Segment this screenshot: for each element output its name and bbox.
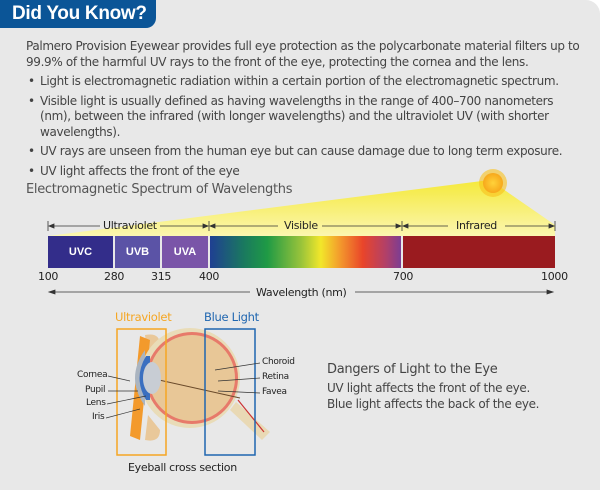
- sun-icon: [479, 169, 507, 197]
- eye-part-label: Cornea: [77, 370, 108, 380]
- segment-uva: UVA: [162, 236, 208, 268]
- label-leaders: [105, 362, 261, 419]
- spectrum-title: Electromagnetic Spectrum of Wavelengths: [26, 182, 293, 197]
- ultraviolet-label: Ultraviolet: [115, 310, 172, 324]
- tick-label: 1000: [541, 270, 568, 283]
- bullet-item: Visible light is usually defined as havi…: [26, 94, 586, 141]
- blue-light-box: [204, 328, 256, 456]
- dangers-line: UV light affects the front of the eye.: [327, 381, 530, 395]
- segment-uvc: UVC: [48, 236, 113, 268]
- segment-uvb: UVB: [115, 236, 160, 268]
- tick-label: 700: [393, 270, 414, 283]
- segment-visible: [210, 236, 401, 268]
- range-ultraviolet: Ultraviolet: [103, 219, 157, 232]
- header-title: Did You Know?: [0, 0, 156, 28]
- eye-caption: Eyeball cross section: [128, 461, 237, 474]
- eye-illustration: [130, 328, 270, 441]
- bullet-item: UV rays are unseen from the human eye bu…: [26, 144, 586, 160]
- tick-label: 280: [104, 270, 125, 283]
- eye-part-label: Pupil: [85, 385, 106, 395]
- blue-light-label: Blue Light: [204, 310, 259, 324]
- intro-text: Palmero Provision Eyewear provides full …: [26, 39, 580, 69]
- dangers-line: Blue light affects the back of the eye.: [327, 396, 540, 411]
- dangers-title: Dangers of Light to the Eye: [327, 362, 498, 377]
- bullet-item: UV light affects the front of the eye: [26, 164, 586, 180]
- bullet-list: Light is electromagnetic radiation withi…: [26, 74, 586, 179]
- tick-label: 315: [151, 270, 172, 283]
- eye-part-label: Lens: [86, 398, 106, 408]
- eye-part-label: Iris: [92, 412, 105, 422]
- segment-infrared: [403, 236, 555, 268]
- range-arrows: [47, 221, 556, 295]
- light-beam: [48, 180, 555, 236]
- axis-label: Wavelength (nm): [256, 286, 347, 299]
- eye-part-label: Retina: [262, 372, 289, 382]
- bullet-item: Light is electromagnetic radiation withi…: [26, 74, 586, 90]
- tick-label: 100: [38, 270, 59, 283]
- eye-part-label: Favea: [262, 387, 287, 397]
- dangers-section: Dangers of Light to the Eye UV light aff…: [327, 362, 539, 412]
- tick-label: 400: [199, 270, 220, 283]
- range-visible: Visible: [284, 219, 318, 232]
- range-infrared: Infrared: [456, 219, 497, 232]
- content: Palmero Provision Eyewear provides full …: [26, 39, 586, 179]
- ultraviolet-box: [116, 328, 167, 456]
- eye-part-label: Choroid: [262, 357, 295, 367]
